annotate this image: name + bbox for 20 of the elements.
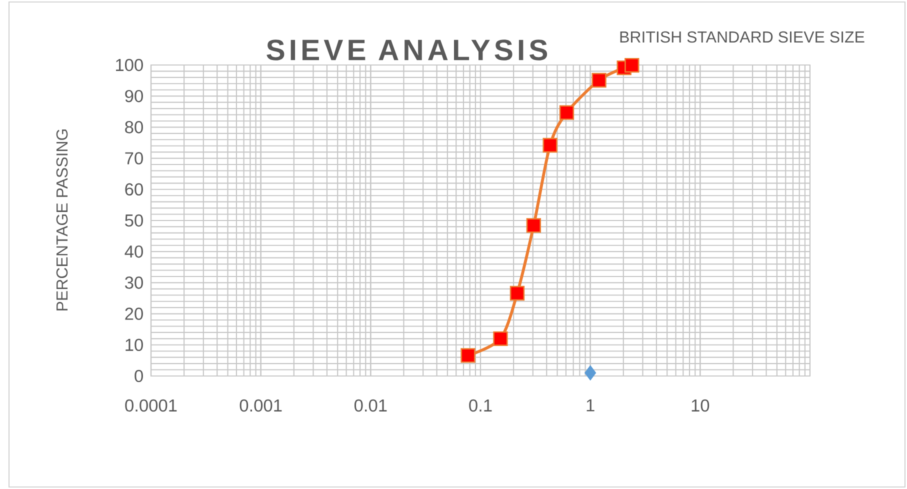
y-tick-label: 20 [125, 308, 143, 320]
x-tick-label: 10 [692, 399, 710, 412]
y-tick-label: 0 [134, 370, 143, 382]
y-tick-label: 30 [125, 276, 143, 289]
x-axis-title: BRITISH STANDARD SIEVE SIZE [620, 31, 864, 43]
y-axis-title: PERCENTAGE PASSING [56, 129, 68, 310]
y-tick-label: 50 [125, 214, 143, 227]
y-tick-label: 70 [125, 152, 143, 164]
x-tick-label: 1 [586, 399, 594, 412]
chart-title: SIEVE ANALYSIS [266, 40, 548, 60]
x-tick-label: 0.01 [354, 399, 387, 412]
x-tick-label: 0.0001 [125, 399, 177, 412]
y-tick-label: 100 [116, 58, 143, 72]
x-tick-label: 0.1 [469, 399, 492, 412]
y-tick-label: 90 [125, 90, 143, 102]
y-tick-label: 80 [125, 121, 143, 134]
y-tick-label: 40 [124, 245, 143, 258]
y-tick-label: 60 [125, 183, 143, 196]
x-tick-label: 0.001 [240, 399, 282, 412]
y-tick-label: 10 [126, 338, 143, 352]
